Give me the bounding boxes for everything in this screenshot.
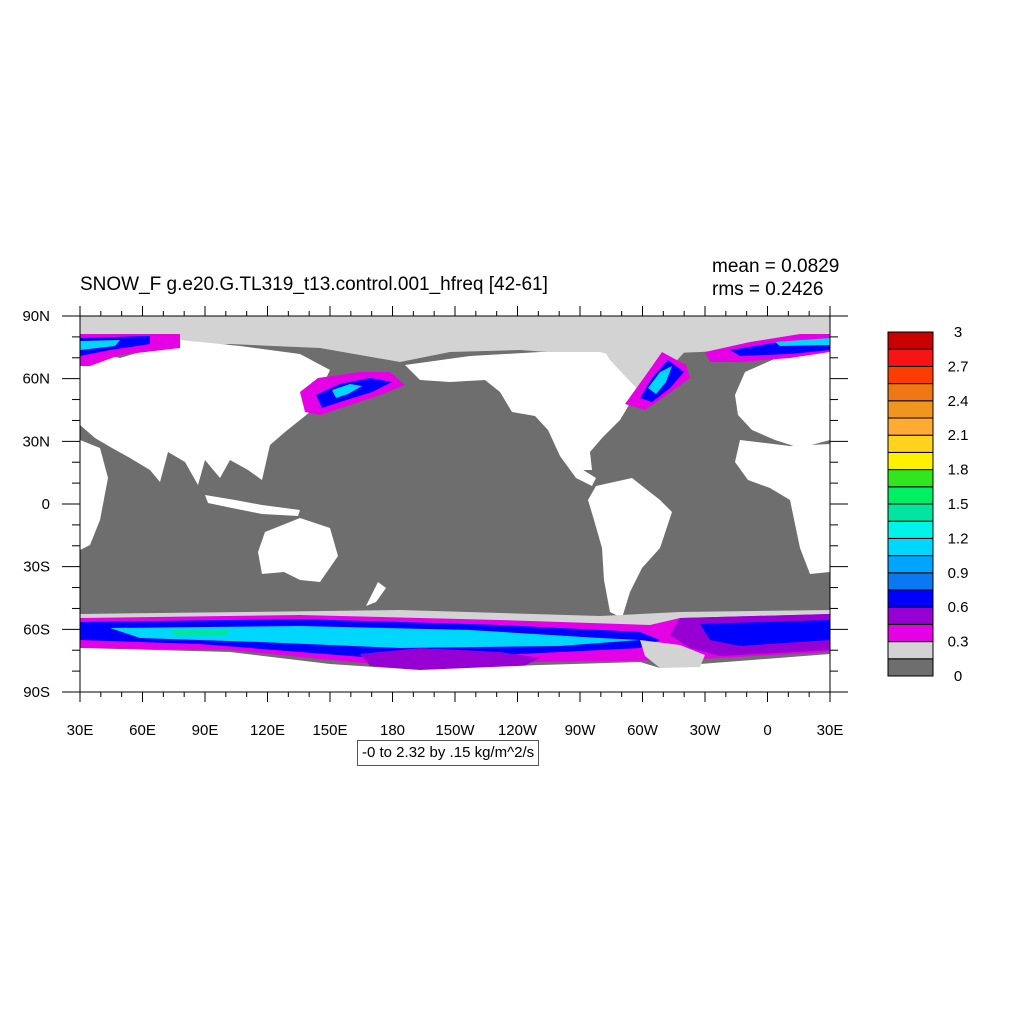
land-africa bbox=[735, 440, 830, 574]
southern-green-band bbox=[170, 630, 230, 636]
x-tick-label: 30W bbox=[690, 722, 722, 739]
land-antarctica bbox=[80, 648, 830, 692]
x-tick-label: 90E bbox=[192, 722, 219, 739]
nordic-cyan bbox=[775, 338, 830, 346]
colorbar-swatch bbox=[887, 451, 934, 471]
land-central-america bbox=[560, 456, 596, 486]
x-tick-label: 180 bbox=[380, 722, 405, 739]
x-tick-label: 60E bbox=[129, 722, 156, 739]
land-south-america bbox=[588, 478, 672, 618]
x-tick-label: 0 bbox=[763, 722, 771, 739]
y-tick-label: 60N bbox=[22, 371, 50, 388]
colorbar-label: 2.7 bbox=[948, 358, 969, 375]
x-tick-label: 60W bbox=[627, 722, 659, 739]
colorbar-swatch bbox=[887, 383, 934, 402]
y-tick-label: 30N bbox=[22, 433, 50, 450]
colorbar-swatch bbox=[887, 348, 934, 367]
colorbar-swatch bbox=[887, 486, 934, 505]
y-tick-label: 90S bbox=[23, 684, 50, 701]
colorbar-label: 3 bbox=[954, 324, 962, 341]
land-new-zealand bbox=[366, 582, 386, 606]
colorbar-label: 0 bbox=[954, 668, 962, 685]
okhotsk-cyan bbox=[332, 384, 362, 398]
land-eurasia bbox=[80, 340, 330, 485]
x-tick-label: 150E bbox=[312, 722, 347, 739]
colorbar-swatch bbox=[887, 606, 934, 625]
colorbar-swatch bbox=[887, 400, 934, 419]
colorbar-swatch bbox=[887, 623, 934, 643]
colorbar-swatch bbox=[887, 469, 934, 488]
y-tick-label: 90N bbox=[22, 308, 50, 325]
y-tick-label: 60S bbox=[23, 621, 50, 638]
colorbar-swatch bbox=[887, 503, 934, 522]
colorbar: 0 0.3 0.6 0.9 1.2 1.5 1.8 2.1 2.4 2.7 3 bbox=[887, 324, 969, 685]
land-australia bbox=[258, 518, 338, 582]
antarctic-peninsula-ice bbox=[640, 640, 705, 668]
x-axis-labels: 30E 60E 90E 120E 150E 180 150W 120W 90W 60W 30W 0 30… bbox=[67, 722, 844, 739]
x-tick-label: 120W bbox=[498, 722, 538, 739]
x-tick-label: 30E bbox=[817, 722, 844, 739]
colorbar-swatch bbox=[887, 658, 934, 677]
colorbar-label: 0.9 bbox=[948, 565, 969, 582]
colorbar-label: 1.8 bbox=[948, 462, 969, 479]
labrador-cyan bbox=[648, 366, 672, 394]
axis-ticks bbox=[62, 306, 848, 702]
colorbar-swatch bbox=[887, 641, 934, 660]
colorbar-swatch bbox=[887, 417, 934, 436]
colorbar-swatch bbox=[887, 331, 934, 350]
x-tick-label: 90W bbox=[565, 722, 597, 739]
colorbar-label: 0.6 bbox=[948, 599, 969, 616]
weddell-blue bbox=[700, 620, 830, 646]
land-indonesia bbox=[205, 495, 300, 516]
contour-info-box: -0 to 2.32 by .15 kg/m^2/s bbox=[357, 740, 540, 766]
ross-purple bbox=[360, 648, 540, 670]
x-tick-label: 150W bbox=[435, 722, 475, 739]
colorbar-label: 1.2 bbox=[948, 530, 969, 547]
colorbar-swatch bbox=[887, 572, 934, 591]
y-tick-label: 0 bbox=[42, 496, 50, 513]
colorbar-swatch bbox=[887, 365, 934, 385]
land-greenland bbox=[600, 340, 690, 392]
colorbar-label: 1.5 bbox=[948, 496, 969, 513]
colorbar-swatch bbox=[887, 589, 934, 608]
x-tick-label: 30E bbox=[67, 722, 94, 739]
mean-value: mean = 0.0829 bbox=[712, 256, 840, 277]
land-africa-west bbox=[80, 440, 108, 550]
plot-title: SNOW_F g.e20.G.TL319_t13.control.001_hfr… bbox=[80, 274, 548, 295]
land-europe bbox=[735, 345, 830, 448]
y-axis-labels: 90N 60N 30N 0 30S 60S 90S bbox=[22, 308, 50, 701]
colorbar-swatch bbox=[887, 520, 934, 539]
x-tick-label: 120E bbox=[250, 722, 285, 739]
colorbar-label: 2.4 bbox=[948, 393, 969, 410]
okhotsk-blue bbox=[316, 378, 392, 408]
rms-value: rms = 0.2426 bbox=[712, 279, 824, 300]
map-field bbox=[80, 316, 830, 692]
colorbar-swatch bbox=[887, 434, 934, 453]
colorbar-label: 0.3 bbox=[948, 634, 969, 651]
colorbar-swatch bbox=[887, 555, 934, 574]
y-tick-label: 30S bbox=[23, 559, 50, 576]
land-north-america bbox=[405, 352, 660, 470]
colorbar-label: 2.1 bbox=[948, 427, 969, 444]
barents-cyan bbox=[80, 340, 120, 350]
colorbar-swatch bbox=[887, 537, 934, 557]
southern-cyan-band bbox=[110, 626, 640, 648]
